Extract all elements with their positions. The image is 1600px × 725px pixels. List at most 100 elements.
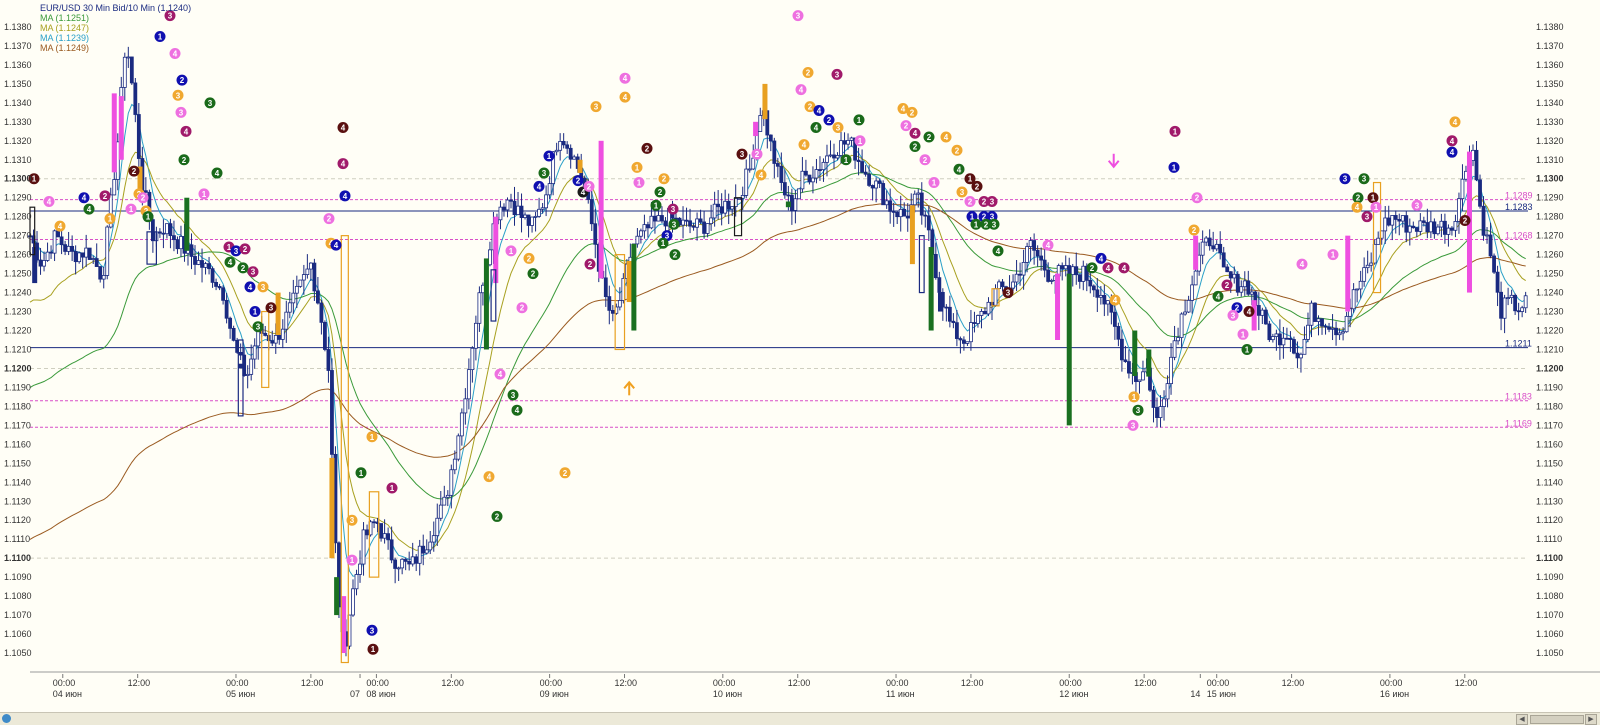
candle-body [723, 200, 728, 214]
candle-body [414, 556, 419, 564]
candle-body [1221, 252, 1226, 268]
scroll-right-button[interactable]: ▶ [1585, 714, 1597, 725]
candle-body [1492, 255, 1496, 273]
svg-text:1: 1 [350, 556, 355, 565]
y-tick-label-right: 1.1330 [1536, 117, 1564, 127]
candle-body [1176, 337, 1180, 342]
candle-body [895, 211, 900, 218]
signal-marker: 3 [230, 245, 242, 257]
candle-body [210, 268, 215, 283]
signal-marker: 4 [909, 127, 921, 139]
candle-body [976, 315, 980, 324]
scroll-left-button[interactable]: ◀ [1516, 714, 1528, 725]
svg-text:2: 2 [755, 150, 760, 159]
y-tick-label-left: 1.1080 [4, 591, 32, 601]
svg-text:1: 1 [654, 201, 659, 210]
candle-body [126, 56, 131, 59]
scroll-thumb[interactable] [1530, 715, 1584, 724]
svg-text:2: 2 [180, 76, 185, 85]
svg-text:1: 1 [32, 175, 37, 184]
svg-text:3: 3 [1006, 289, 1011, 298]
svg-text:4: 4 [1106, 264, 1111, 273]
range-box [733, 197, 743, 237]
candle-body [1488, 234, 1493, 257]
candle-body [52, 230, 57, 254]
candle-body [1285, 337, 1289, 340]
svg-text:3: 3 [1131, 421, 1136, 430]
candle-body [1337, 332, 1342, 336]
x-tick-time: 12:00 [1455, 678, 1478, 688]
ma-label-3: MA (1.1239) [40, 33, 90, 43]
candle-body [1474, 149, 1479, 181]
signal-marker: 1 [854, 135, 866, 147]
signal-marker: 2 [654, 186, 666, 198]
candle-body [1169, 356, 1173, 385]
candle-body [607, 296, 612, 311]
candle-body [1042, 259, 1047, 271]
y-tick-label-left: 1.1140 [4, 477, 31, 487]
chart-settings-icon[interactable] [2, 714, 11, 723]
svg-text:4: 4 [184, 127, 189, 136]
svg-text:1: 1 [371, 645, 376, 654]
candle-body [449, 469, 454, 496]
candle-body [1390, 215, 1395, 226]
candle-body [1070, 266, 1075, 275]
candle-body [214, 282, 218, 287]
candle-body [730, 206, 735, 210]
y-tick-label-left: 1.1090 [4, 572, 32, 582]
signal-marker: 1 [154, 30, 166, 42]
y-tick-label-right: 1.1130 [1536, 496, 1563, 506]
candle-body [502, 206, 506, 211]
signal-marker: 4 [511, 404, 523, 416]
candle-body [617, 300, 622, 308]
svg-text:2: 2 [182, 156, 187, 165]
candle-body [516, 205, 520, 216]
candle-body [653, 215, 657, 222]
candle-body [565, 144, 570, 149]
candle-body [217, 286, 222, 289]
x-tick-time: 12:00 [1134, 678, 1157, 688]
candle-body [867, 173, 872, 186]
candle-body [1067, 265, 1072, 275]
svg-text:1: 1 [661, 239, 666, 248]
signal-bar [329, 457, 335, 559]
candle-body [1137, 379, 1142, 382]
signal-marker: 1 [1237, 328, 1249, 340]
level-label: 1.1169 [1505, 418, 1532, 428]
ma-label-4: MA (1.1249) [40, 43, 90, 53]
svg-text:3: 3 [168, 12, 173, 21]
signal-marker: 3 [175, 106, 187, 118]
svg-text:4: 4 [343, 192, 348, 201]
signal-marker: 2 [804, 101, 816, 113]
signal-marker: 1 [631, 161, 643, 173]
signal-marker: 2 [1188, 224, 1200, 236]
horizontal-scrollbar[interactable]: ◀ ▶ [0, 712, 1600, 725]
candle-body [207, 263, 211, 270]
y-tick-label-right: 1.1140 [1536, 477, 1563, 487]
svg-text:4: 4 [173, 50, 178, 59]
candle-body [1478, 179, 1482, 207]
y-tick-label-right: 1.1310 [1536, 155, 1564, 165]
svg-text:4: 4 [623, 93, 628, 102]
signal-marker: 4 [337, 158, 349, 170]
candle-body [888, 200, 893, 212]
candle-body [1242, 280, 1247, 288]
candle-body [1256, 305, 1261, 316]
x-tick-time: 00:00 [886, 678, 909, 688]
svg-text:2: 2 [563, 469, 568, 478]
candle-body [716, 203, 721, 208]
ma-label-1: MA (1.1251) [40, 13, 90, 23]
svg-text:3: 3 [1365, 213, 1370, 222]
candle-body [168, 223, 173, 237]
candle-body [965, 341, 970, 344]
candle-body [133, 82, 138, 115]
candle-body [712, 203, 717, 219]
candle-body [445, 494, 450, 498]
signal-marker: 2 [1352, 192, 1364, 204]
y-tick-label-right: 1.1210 [1536, 344, 1564, 354]
candle-body [410, 556, 415, 565]
candle-body [1098, 294, 1103, 298]
candle-body [1186, 299, 1191, 313]
candle-body [684, 219, 689, 222]
